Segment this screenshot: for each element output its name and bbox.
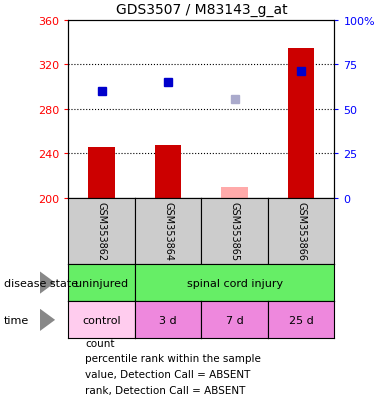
- Text: 3 d: 3 d: [159, 315, 177, 325]
- Text: 7 d: 7 d: [226, 315, 244, 325]
- Text: value, Detection Call = ABSENT: value, Detection Call = ABSENT: [86, 369, 251, 379]
- Bar: [155, 146, 182, 198]
- Text: 25 d: 25 d: [289, 315, 314, 325]
- Text: GSM353865: GSM353865: [230, 202, 240, 261]
- Text: spinal cord injury: spinal cord injury: [187, 278, 283, 288]
- Bar: [288, 48, 314, 198]
- Text: count: count: [86, 338, 115, 348]
- Bar: [221, 187, 248, 198]
- Text: disease state: disease state: [4, 278, 78, 288]
- Text: GSM353864: GSM353864: [163, 202, 173, 261]
- Bar: [88, 147, 115, 198]
- Bar: [221, 187, 248, 198]
- Text: rank, Detection Call = ABSENT: rank, Detection Call = ABSENT: [86, 385, 246, 395]
- Text: uninjured: uninjured: [75, 278, 128, 288]
- Text: control: control: [82, 315, 121, 325]
- Text: GSM353866: GSM353866: [296, 202, 306, 261]
- Text: time: time: [4, 315, 29, 325]
- Title: GDS3507 / M83143_g_at: GDS3507 / M83143_g_at: [116, 3, 287, 17]
- Polygon shape: [40, 272, 55, 294]
- Text: GSM353862: GSM353862: [97, 202, 107, 261]
- Text: percentile rank within the sample: percentile rank within the sample: [86, 354, 261, 363]
- Polygon shape: [40, 309, 55, 331]
